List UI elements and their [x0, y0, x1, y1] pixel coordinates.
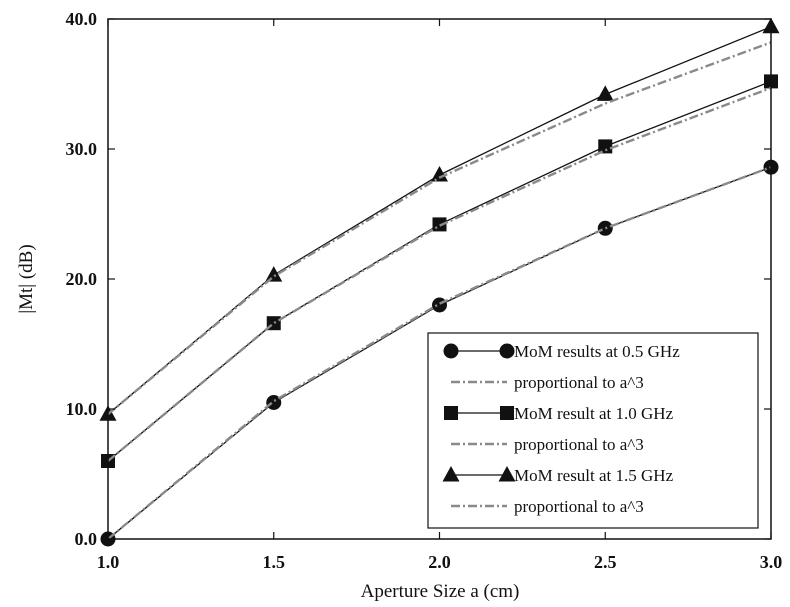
series-5: [107, 41, 772, 416]
legend-triangle-marker: [498, 466, 516, 482]
legend: MoM results at 0.5 GHz proportional to a^…: [427, 332, 759, 529]
x-tick-label: 1.0: [97, 552, 120, 572]
x-axis-label: Aperture Size a (cm): [361, 581, 520, 602]
x-tick-label: 2.0: [428, 552, 451, 572]
x-tick-label: 3.0: [760, 552, 783, 572]
legend-label: MoM result at 1.5 GHz: [514, 466, 674, 485]
legend-box: [427, 332, 759, 529]
legend-circle-marker: [443, 343, 459, 359]
tick-layer: 1.0 1.5 2.0 2.5 3.0 0.0 10.0 20.0 30.0 40.0: [66, 9, 783, 572]
legend-entry: proportional to a^3: [451, 435, 644, 454]
triangle-point: [265, 266, 283, 282]
legend-entry: MoM result at 1.5 GHz: [442, 466, 674, 485]
triangle-point: [596, 85, 614, 101]
legend-label: proportional to a^3: [514, 497, 644, 516]
x-tick-label: 1.5: [263, 552, 286, 572]
y-tick-label: 30.0: [66, 139, 98, 159]
legend-entry: MoM result at 1.0 GHz: [444, 404, 674, 423]
series-line: [107, 86, 772, 462]
legend-entry: MoM results at 0.5 GHz: [443, 342, 680, 361]
circle-point: [597, 220, 613, 236]
legend-label: proportional to a^3: [514, 373, 644, 392]
legend-label: MoM result at 1.0 GHz: [514, 404, 674, 423]
y-tick-label: 20.0: [66, 269, 98, 289]
legend-entry: proportional to a^3: [451, 497, 644, 516]
legend-circle-marker: [499, 343, 515, 359]
triangle-point: [431, 166, 448, 182]
circle-point: [432, 297, 447, 313]
square-point: [598, 139, 613, 154]
series-3: [107, 86, 772, 462]
legend-label: proportional to a^3: [514, 435, 644, 454]
y-axis-label: |Mt| (dB): [16, 244, 37, 313]
x-tick-label: 2.5: [594, 552, 617, 572]
circle-point: [266, 395, 282, 410]
series-line: [107, 41, 772, 416]
series-1: [107, 166, 772, 540]
legend-square-marker: [500, 406, 514, 420]
y-tick-label: 10.0: [66, 399, 98, 419]
series-line: [107, 166, 772, 540]
legend-entry: proportional to a^3: [451, 373, 644, 392]
y-tick-label: 40.0: [66, 9, 98, 29]
legend-label: MoM results at 0.5 GHz: [514, 342, 680, 361]
legend-triangle-marker: [442, 466, 460, 482]
y-tick-label: 0.0: [75, 529, 98, 549]
legend-square-marker: [444, 406, 458, 420]
